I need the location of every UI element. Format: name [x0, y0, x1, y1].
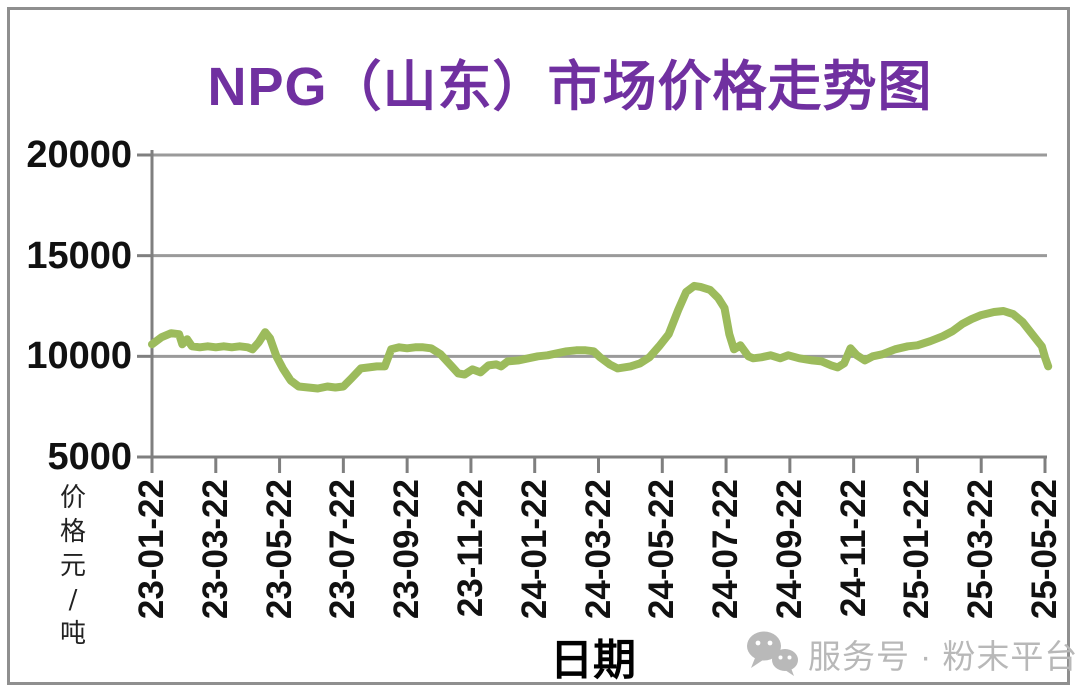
x-tick-label: 23-09-22	[387, 479, 427, 620]
x-tick-label: 24-07-22	[706, 479, 746, 620]
x-tick-label: 23-11-22	[450, 479, 490, 618]
watermark: 服务号 · 粉末平台	[744, 629, 1078, 679]
chart-title: NPG（山东）市场价格走势图	[207, 57, 933, 117]
x-axis-title: 日期	[550, 636, 636, 686]
x-tick-label: 23-03-22	[195, 479, 235, 620]
x-tick-label: 25-05-22	[1025, 479, 1064, 620]
x-tick-label: 24-05-22	[642, 479, 682, 620]
y-axis-title: 价格元 / 吨	[54, 481, 92, 651]
x-tick-label: 25-03-22	[961, 479, 1001, 620]
y-tick-label-20000: 20000	[26, 134, 132, 176]
x-tick-label: 24-09-22	[769, 479, 809, 620]
image-border	[7, 7, 1070, 685]
y-tick-label-5000: 5000	[47, 436, 132, 478]
x-tick-label: 25-01-22	[897, 479, 937, 620]
x-tick-label: 23-01-22	[132, 479, 171, 620]
y-axis-title-char: 格	[59, 517, 86, 547]
price-line	[148, 281, 1053, 393]
y-axis-title-char: 价	[59, 483, 86, 513]
x-tick-label: 24-01-22	[514, 479, 554, 620]
x-tick-label: 24-11-22	[833, 479, 873, 618]
y-axis-title-char: 吨	[59, 619, 86, 649]
x-tick-label: 23-07-22	[323, 479, 363, 620]
y-axis-title-char: /	[68, 585, 78, 615]
x-tick-label: 24-03-22	[578, 479, 618, 620]
y-tick-label-10000: 10000	[26, 335, 132, 378]
x-tick-label: 23-05-22	[259, 479, 299, 620]
y-tick-label-15000: 15000	[26, 234, 132, 277]
wechat-icon	[747, 631, 798, 676]
watermark-text: 服务号 · 粉末平台	[808, 638, 1079, 675]
y-axis-title-char: 元	[59, 551, 86, 581]
